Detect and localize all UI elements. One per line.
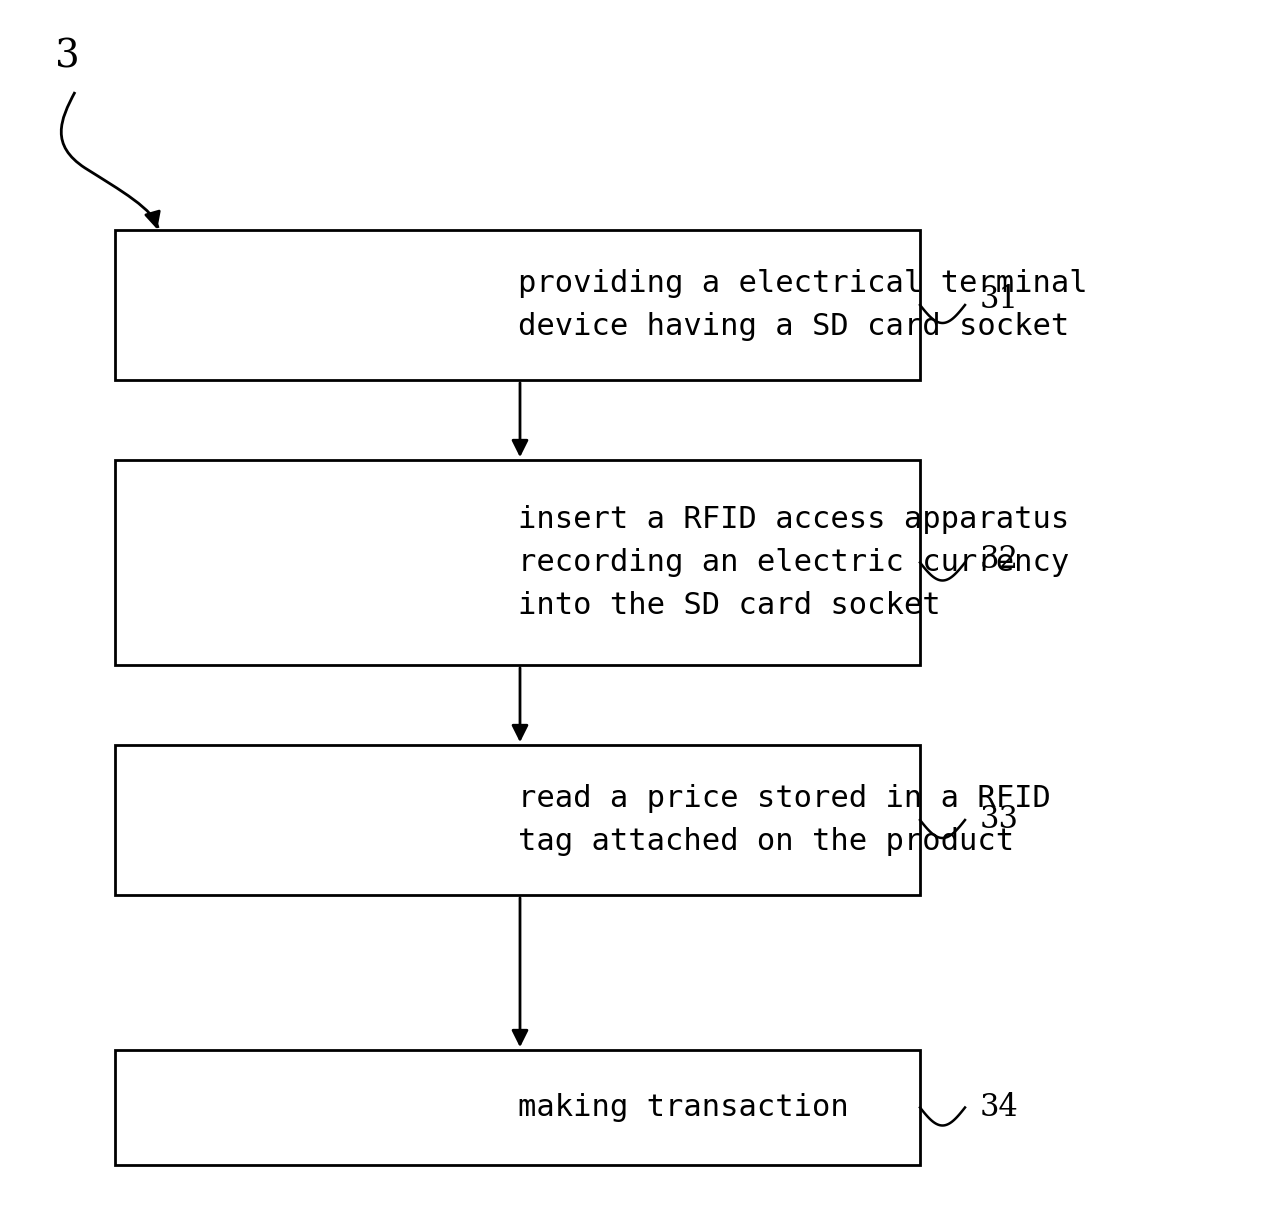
Text: 32: 32 [979,545,1019,575]
Bar [114,1050,920,1164]
Text: 34: 34 [979,1092,1019,1124]
Bar [114,229,920,380]
Text: read a price stored in a RFID
tag attached on the product: read a price stored in a RFID tag attach… [518,784,1051,856]
Bar [114,460,920,665]
Text: 31: 31 [979,285,1019,315]
Bar [114,745,920,894]
Text: 3: 3 [55,38,80,75]
Text: making transaction: making transaction [518,1093,848,1121]
Text: providing a electrical terminal
device having a SD card socket: providing a electrical terminal device h… [518,269,1088,341]
Text: insert a RFID access apparatus
recording an electric currency
into the SD card s: insert a RFID access apparatus recording… [518,506,1068,620]
Text: 33: 33 [979,805,1019,836]
